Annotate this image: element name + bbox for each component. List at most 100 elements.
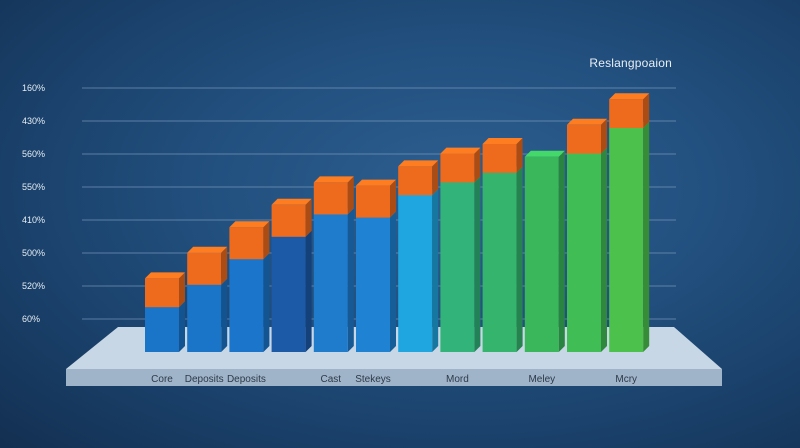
bar-base [229,253,270,352]
bar-top [398,160,439,196]
bar-top-cap [145,272,185,279]
bar-base-side [643,122,650,352]
bar-top-cap [187,246,228,253]
bar-top-side [179,272,185,308]
bar-base-front [271,236,306,352]
bar-base [440,176,481,352]
bar-base-side [305,230,312,352]
bar-base-side [474,176,481,352]
bar-base [145,301,185,352]
bar-top-front [145,278,179,308]
y-tick-label: 60% [22,314,40,324]
bar-top [145,272,185,308]
x-tick-label: Meley [528,374,555,385]
bar-base-side [558,150,565,352]
bar-top-front [313,182,348,215]
y-tick-label: 430% [22,116,45,126]
legend-label: Reslangpoaion [589,56,672,70]
bar-base-front [356,217,390,352]
bar-top-cap [356,179,396,186]
bar-top-side [601,118,607,154]
bars [145,93,650,352]
bar-top-side [390,179,396,218]
bar-top-side [643,93,650,128]
bar-top-front [609,99,644,128]
bar-top-front [356,185,390,218]
bar-top-front [187,252,222,285]
x-tick-label: Core [151,374,173,385]
bar-top-cap [609,93,650,100]
bar-base [524,150,565,352]
bar-base [313,208,354,352]
y-axis-ticks: 160% 430% 560% 550% 410% 500% 520% 60% [22,83,45,324]
x-tick-label: Mord [446,374,469,385]
bar-base [567,147,607,352]
bar-top-cap [482,138,523,144]
bar-top-front [271,204,306,237]
bar-base [356,211,396,352]
platform-front [66,369,722,386]
bar-base-front [187,284,222,352]
bar-top-cap [440,147,481,154]
bar-base-front [313,214,348,352]
bar-top-cap [313,176,354,183]
bar-top [187,246,228,285]
bar-top-cap [398,160,439,167]
bar-base-side [179,301,185,352]
bar-base [271,230,312,352]
bar-base [609,122,650,352]
bar-base-side [221,278,228,352]
bar-top-side [263,221,270,260]
bar-base-side [432,189,439,352]
bar-base-front [440,182,475,352]
bar-base-front [229,259,264,352]
bar-base-front [145,307,179,352]
bar-top [482,138,523,173]
bar-base [187,278,228,352]
bar-base-front [567,153,601,352]
bar-top [609,93,650,128]
bar-top-side [516,138,523,173]
x-tick-label: Deposits [185,374,224,385]
x-tick-label: Mcry [615,374,637,385]
bar-top-side [474,147,481,183]
bar-base [482,166,523,352]
bar-base-front [524,156,559,352]
bar-base-cap [524,150,565,157]
bar-top-front [229,227,264,260]
y-tick-label: 410% [22,215,45,225]
bar-top-side [347,176,354,215]
bar-base-side [263,253,270,352]
y-tick-label: 500% [22,248,45,258]
bar-top-front [398,166,433,196]
bar-top [356,179,396,218]
x-axis-ticks: Core Deposits Deposits Cast Stekeys Mord Meley… [151,374,637,385]
bar-base-front [482,172,517,352]
bar-base-side [516,166,523,352]
bar-top [567,118,607,154]
bar-top-side [305,198,312,237]
bar-top-cap [271,198,312,205]
bar-base [398,189,439,352]
bar-base-side [390,211,396,352]
bar-top-front [440,153,475,183]
x-tick-label: Stekeys [355,374,391,385]
bar-base-front [398,195,433,352]
x-tick-label: Cast [321,374,342,385]
bar-top-side [221,246,228,285]
bar-top-front [567,124,601,154]
bar-top [229,221,270,260]
bar-base-side [601,147,607,352]
y-tick-label: 560% [22,149,45,159]
bar-top [440,147,481,183]
bar-top [271,198,312,237]
y-tick-label: 160% [22,83,45,93]
bar-top-side [432,160,439,196]
bar-base-front [609,128,644,352]
bar-top-cap [229,221,270,228]
y-tick-label: 550% [22,182,45,192]
x-tick-label: Deposits [227,374,266,385]
bar-top-front [482,144,517,173]
